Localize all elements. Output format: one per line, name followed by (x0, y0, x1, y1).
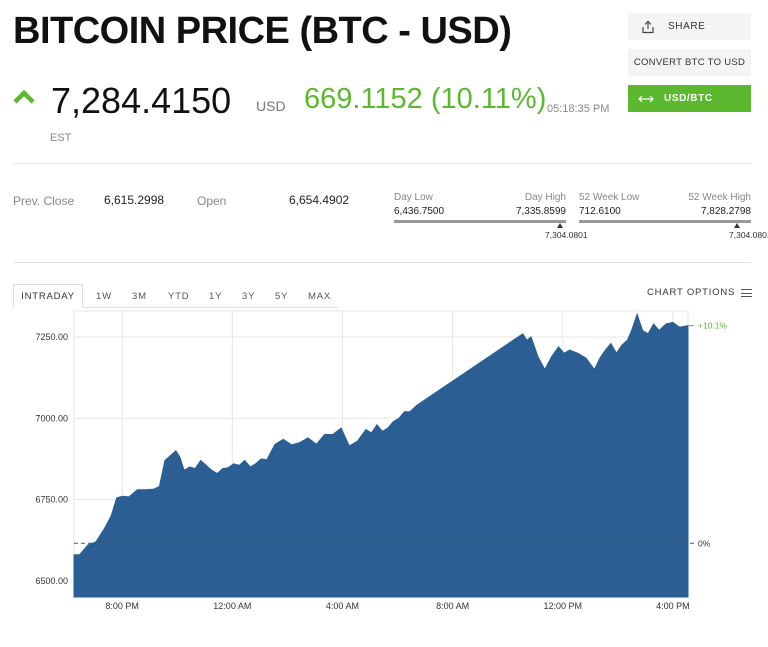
x-tick-label: 8:00 PM (105, 601, 139, 611)
week52-range-bar (579, 220, 751, 223)
convert-label: CONVERT BTC TO USD (633, 57, 746, 68)
tab-5y[interactable]: 5Y (275, 290, 289, 302)
share-icon (628, 20, 668, 34)
tab-3m[interactable]: 3M (132, 290, 147, 302)
chart-options-label: CHART OPTIONS (647, 287, 736, 298)
page-title: BITCOIN PRICE (BTC - USD) (13, 10, 512, 52)
y-tick-label: 7000.00 (35, 413, 68, 423)
chart-options-button[interactable]: CHART OPTIONS (647, 287, 753, 298)
x-tick-label: 12:00 AM (213, 601, 251, 611)
tab-1y[interactable]: 1Y (209, 290, 223, 302)
day-low-label: Day Low (394, 192, 433, 203)
x-tick-label: 8:00 AM (436, 601, 469, 611)
hamburger-menu-icon (741, 288, 753, 297)
y-tick-label: 6500.00 (35, 576, 68, 586)
x-tick-label: 4:00 PM (656, 601, 690, 611)
share-button[interactable]: SHARE (628, 13, 751, 40)
price-row: 7,284.4150 USD 669.1152 (10.11%) 05:18:3… (13, 80, 613, 124)
up-arrow-icon (13, 90, 35, 104)
day-current-value: 7,304.0801 (545, 230, 588, 240)
tab-intraday[interactable]: INTRADAY (13, 284, 83, 308)
week52-high-label: 52 Week High (688, 192, 751, 203)
day-range: Day Low Day High 6,436.7500 7,335.8599 7… (394, 192, 588, 242)
share-label: SHARE (668, 21, 706, 32)
x-tick-label: 4:00 AM (326, 601, 359, 611)
price-area-series (73, 312, 689, 598)
tab-max[interactable]: MAX (308, 290, 331, 302)
week52-high-value: 7,828.2798 (700, 206, 751, 217)
reference-label: 0% (698, 538, 711, 548)
prev-close-value: 6,615.2998 (104, 193, 165, 207)
divider (13, 163, 751, 164)
week52-low-label: 52 Week Low (579, 192, 640, 203)
prev-close-label: Prev. Close (13, 194, 75, 208)
day-low-value: 6,436.7500 (394, 206, 445, 217)
usd-btc-label: USD/BTC (664, 93, 713, 104)
price-change: 669.1152 (10.11%) (304, 83, 547, 115)
currency-label: USD (256, 98, 286, 114)
x-tick-label: 12:00 PM (543, 601, 582, 611)
day-high-value: 7,335.8599 (515, 206, 566, 217)
convert-btc-to-usd-button[interactable]: CONVERT BTC TO USD (628, 49, 751, 76)
tab-ytd[interactable]: YTD (168, 290, 190, 302)
current-price: 7,284.4150 (51, 80, 232, 121)
timeframe-tabs: INTRADAY 1W 3M YTD 1Y 3Y 5Y MAX (13, 284, 338, 308)
week52-range: 52 Week Low 52 Week High 712.6100 7,828.… (579, 192, 768, 242)
week52-low-value: 712.6100 (579, 206, 621, 217)
open-label: Open (197, 194, 227, 208)
tab-1w[interactable]: 1W (96, 290, 112, 302)
usd-btc-toggle-button[interactable]: USD/BTC (628, 85, 751, 112)
last-update-time: 05:18:35 PM (547, 103, 610, 115)
day-high-label: Day High (524, 192, 566, 203)
y-tick-label: 6750.00 (35, 495, 68, 505)
open-value: 6,654.4902 (289, 193, 350, 207)
week52-range-marker (734, 223, 740, 228)
week52-current-value: 7,304.0801 (729, 230, 768, 240)
last-change-label: +10.1% (698, 321, 728, 331)
y-tick-label: 7250.00 (35, 332, 68, 342)
timezone-label: EST (50, 132, 72, 144)
swap-arrows-icon (628, 94, 664, 104)
intraday-chart: 6500.00 6750.00 7000.00 7250.00 8:00 PM 12:00… (35, 310, 728, 611)
day-range-marker (557, 223, 563, 228)
divider (13, 262, 751, 263)
tab-3y[interactable]: 3Y (242, 290, 256, 302)
day-range-bar (394, 220, 566, 223)
